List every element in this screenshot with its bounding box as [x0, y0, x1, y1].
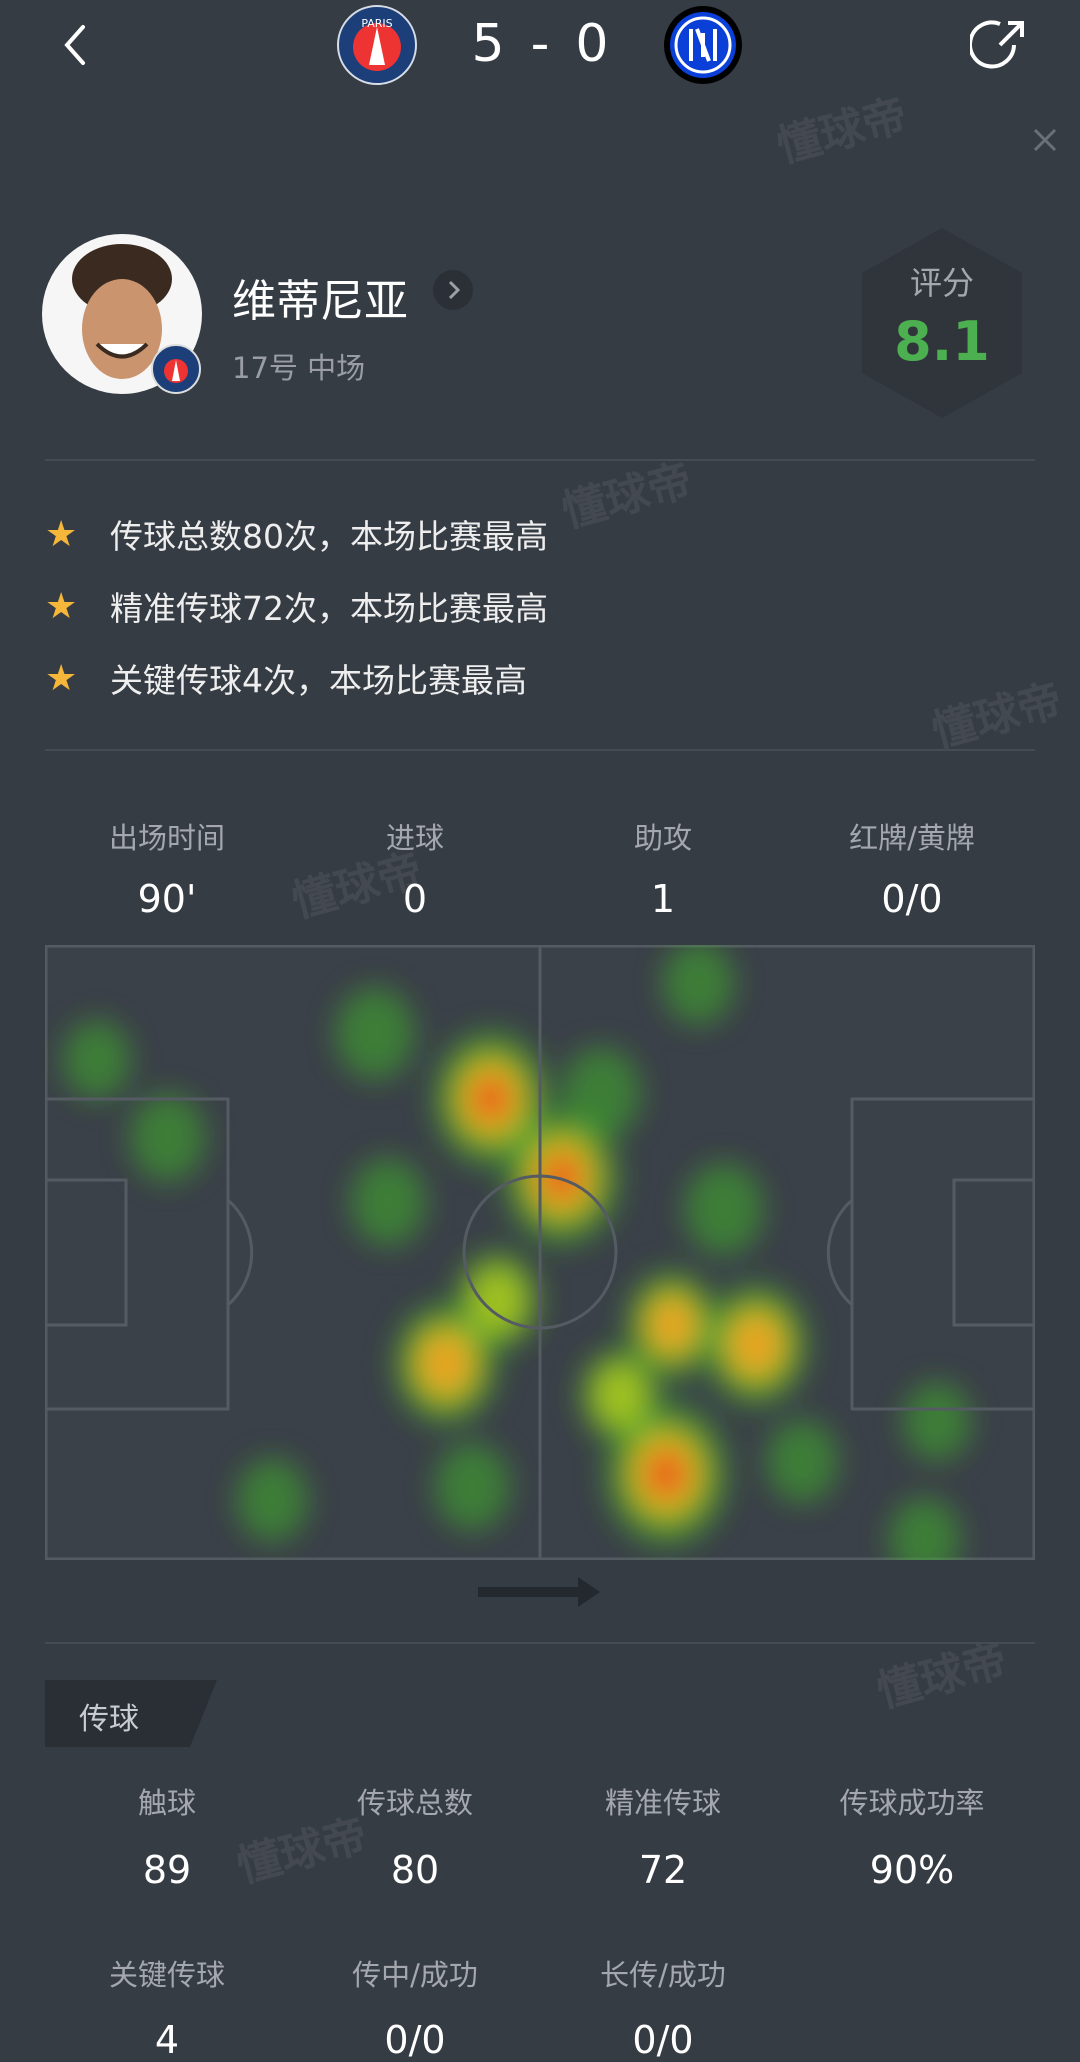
match-score: 5 - 0: [472, 14, 609, 74]
highlight-item: ★ 传球总数80次，本场比赛最高: [45, 510, 548, 558]
rating-label: 评分: [909, 264, 975, 302]
left-goal-area: [45, 1178, 128, 1327]
heatmap-spot: [903, 1382, 971, 1461]
star-icon: ★: [45, 657, 78, 699]
highlight-text: 关键传球4次，本场比赛最高: [110, 661, 527, 700]
heatmap-spot: [729, 1314, 782, 1376]
player-detail-button[interactable]: [433, 270, 473, 310]
stat-label-goals: 进球: [385, 821, 445, 855]
rating-badge: 评分 8.1: [852, 228, 1032, 418]
back-button[interactable]: [45, 15, 105, 75]
left-penalty-area: [45, 1097, 230, 1411]
stat-label: 长传/成功: [600, 1958, 726, 1992]
stat-value-assists: 1: [650, 877, 676, 921]
stat-label: 传球总数: [356, 1786, 474, 1820]
home-score: 5: [471, 14, 505, 74]
stat-value: 72: [638, 1848, 688, 1892]
stat-value: 4: [154, 2018, 180, 2062]
heatmap-spot: [562, 1047, 641, 1140]
heatmap-spot: [663, 945, 734, 1025]
right-penalty-arc: [826, 1198, 853, 1307]
player-team-badge: [151, 344, 201, 394]
highlight-item: ★ 精准传球72次，本场比赛最高: [45, 582, 548, 630]
heatmap-spot: [130, 1093, 205, 1182]
heatmap-spot: [434, 1442, 510, 1531]
rating-value: 8.1: [894, 310, 990, 373]
highlight-item: ★ 关键传球4次，本场比赛最高: [45, 654, 527, 702]
heatmap-spot: [419, 1333, 472, 1395]
heatmap-spot: [542, 1154, 581, 1201]
stat-value: 80: [390, 1848, 440, 1892]
stat-value: 89: [142, 1848, 192, 1892]
arrow-right-icon: [478, 1577, 600, 1607]
center-circle: [462, 1174, 618, 1330]
heatmap-spot: [648, 1297, 696, 1353]
watermark: 懂球帝: [771, 89, 913, 174]
watermark: 懂球帝: [871, 1634, 1013, 1719]
heatmap-spot: [645, 1450, 687, 1499]
stat-value: 0/0: [384, 2018, 446, 2062]
away-team-logo[interactable]: [663, 5, 743, 85]
heatmap-spot: [63, 1020, 131, 1100]
stat-value-minutes: 90': [137, 877, 197, 921]
highlight-text: 传球总数80次，本场比赛最高: [110, 517, 548, 556]
star-icon: ★: [45, 585, 78, 627]
home-team-logo[interactable]: PARIS: [337, 5, 417, 85]
heatmap-spot: [236, 1458, 308, 1542]
stat-label: 触球: [137, 1786, 197, 1820]
close-icon: [1033, 128, 1057, 152]
svg-text:PARIS: PARIS: [361, 17, 392, 30]
stat-label-cards: 红牌/黄牌: [849, 821, 975, 855]
player-avatar: [42, 234, 202, 394]
share-button[interactable]: [968, 15, 1030, 75]
section-tab-passing: 传球: [45, 1680, 217, 1747]
divider: [45, 459, 1035, 461]
stat-label: 传中/成功: [352, 1958, 478, 1992]
stat-label: 精准传球: [604, 1786, 722, 1820]
right-penalty-area: [850, 1097, 1035, 1411]
chevron-right-icon: [448, 280, 461, 300]
divider: [45, 1642, 1035, 1644]
heatmap-spot: [684, 1163, 763, 1256]
heatmap-spot: [467, 1265, 528, 1336]
heatmap-pitch: [45, 945, 1035, 1560]
close-button[interactable]: [1030, 125, 1060, 155]
watermark: 懂球帝: [231, 1809, 373, 1894]
heatmap-spot: [351, 1158, 426, 1246]
stat-label-assists: 助攻: [633, 821, 693, 855]
away-score: 0: [575, 14, 609, 74]
stat-value-cards: 0/0: [881, 877, 943, 921]
right-goal-area: [952, 1178, 1035, 1327]
stat-value: 90%: [869, 1848, 955, 1892]
attack-direction-arrow: [478, 1575, 603, 1613]
score-separator: -: [530, 14, 550, 74]
player-name[interactable]: 维蒂尼亚: [232, 276, 408, 327]
heatmap-spot: [471, 1076, 511, 1122]
heatmap-spot: [889, 1497, 960, 1560]
stat-label: 关键传球: [108, 1958, 226, 1992]
watermark: 懂球帝: [926, 674, 1068, 759]
heatmap-spot: [591, 1361, 649, 1429]
share-icon: [968, 20, 1024, 69]
star-icon: ★: [45, 513, 78, 555]
player-info: 17号 中场: [232, 351, 366, 385]
left-penalty-arc: [227, 1198, 254, 1307]
stat-value-goals: 0: [402, 877, 428, 921]
stat-value: 0/0: [632, 2018, 694, 2062]
divider: [45, 749, 1035, 751]
heatmap-spot: [335, 987, 415, 1080]
stat-label-minutes: 出场时间: [108, 821, 226, 855]
stat-label: 传球成功率: [839, 1786, 985, 1820]
chevron-left-icon: [64, 25, 85, 65]
heatmap-spot: [766, 1419, 838, 1503]
highlight-text: 精准传球72次，本场比赛最高: [110, 589, 548, 628]
section-title: 传球: [79, 1702, 139, 1737]
